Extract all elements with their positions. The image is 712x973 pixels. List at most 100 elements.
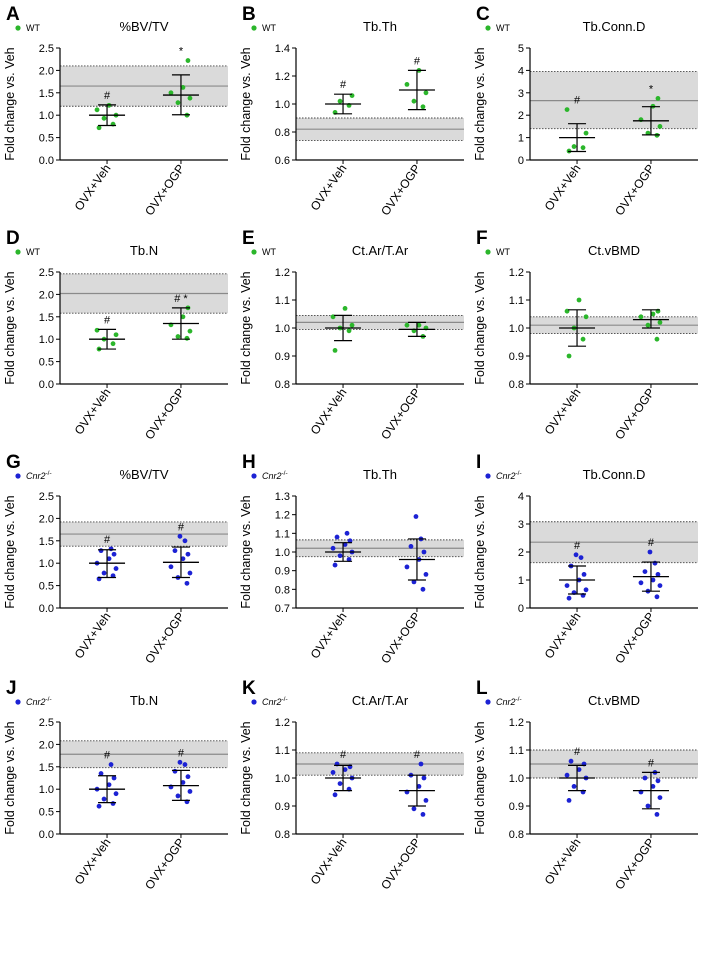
y-tick-label: 0.9 [275, 351, 290, 363]
data-point [573, 552, 579, 558]
data-point [411, 806, 417, 812]
data-point [566, 798, 572, 803]
x-tick-label: OVX+OGP [378, 836, 423, 892]
legend-label-sup: -/- [46, 696, 52, 703]
x-tick-label: OVX+OGP [142, 610, 187, 666]
data-point [330, 770, 336, 775]
data-point [576, 297, 582, 303]
legend-label-text: Cnr2 [262, 471, 282, 481]
data-point [564, 583, 570, 588]
y-tick-label: 2.0 [39, 739, 54, 751]
data-point [581, 572, 587, 577]
data-point [654, 594, 660, 600]
data-point [349, 322, 355, 328]
legend-label-text: WT [262, 23, 276, 33]
legend-marker [251, 473, 257, 479]
data-point [647, 549, 653, 555]
legend-label-text: WT [496, 247, 510, 257]
data-point [423, 572, 429, 577]
panel-k: K Cnr2-/- Ct.Ar/T.Ar 0.8 0.9 1.0 1.1 1.2 Fold ch… [239, 678, 464, 892]
y-tick-label: 1.0 [275, 547, 290, 559]
panel-title: Tb.Th [363, 19, 397, 34]
y-tick-label: 2.5 [39, 43, 54, 55]
data-point [332, 348, 338, 353]
data-point [418, 761, 424, 767]
y-tick-label: 1.0 [275, 323, 290, 335]
legend-label-text: Cnr2 [262, 697, 282, 707]
significance-mark: # [340, 79, 347, 91]
data-point [408, 544, 414, 549]
legend-marker [15, 699, 21, 705]
data-point [655, 572, 661, 577]
y-tick-label: 0.8 [275, 829, 290, 841]
legend-label-text: Cnr2 [496, 697, 516, 707]
data-point [642, 569, 648, 574]
y-tick-label: 0.5 [39, 581, 54, 593]
y-tick-label: 0.5 [39, 807, 54, 819]
y-tick-label: 1.5 [39, 88, 54, 100]
x-tick-label: OVX+OGP [378, 610, 423, 666]
data-point [423, 798, 429, 803]
panel-l: L Cnr2-/- Ct.vBMD 0.8 0.9 1.0 1.1 1.2 Fold chang… [473, 678, 698, 892]
legend-label: WT [26, 23, 40, 33]
data-point [101, 796, 107, 802]
y-tick-label: 0.8 [275, 379, 290, 391]
y-tick-label: 0 [518, 155, 524, 167]
y-tick-label: 1.0 [39, 784, 54, 796]
y-tick-label: 1.1 [509, 295, 524, 307]
y-axis-label: Fold change vs. Veh [239, 721, 253, 834]
data-point [180, 556, 186, 562]
data-point [411, 579, 417, 585]
y-tick-label: 1.0 [509, 323, 524, 335]
x-tick-label: OVX+Veh [308, 162, 350, 213]
panel-letter: C [476, 4, 490, 25]
x-tick-label: OVX+OGP [612, 386, 657, 442]
y-tick-label: 1.2 [509, 717, 524, 729]
y-tick-label: 1.2 [275, 71, 290, 83]
legend-label-sup: -/- [516, 470, 522, 477]
significance-mark: # [340, 749, 347, 761]
data-point [101, 115, 107, 121]
y-tick-label: 1.1 [275, 295, 290, 307]
legend-label: Cnr2-/- [26, 470, 52, 481]
panel-title: Ct.Ar/T.Ar [352, 693, 409, 708]
panel-letter: D [6, 228, 20, 249]
data-point [420, 586, 426, 592]
legend-label: WT [262, 23, 276, 33]
data-point [337, 553, 343, 559]
y-axis-label: Fold change vs. Veh [3, 495, 17, 608]
legend-label: WT [26, 247, 40, 257]
legend-label-text: Cnr2 [26, 471, 46, 481]
x-tick-label: OVX+OGP [378, 162, 423, 218]
panel-j: J Cnr2-/- Tb.N 0.0 0.5 1.0 1.5 2.0 2.5 Fold chang… [3, 678, 228, 892]
data-point [657, 124, 663, 129]
x-tick-label: OVX+Veh [308, 836, 350, 887]
data-point [342, 306, 348, 311]
significance-mark: # [648, 537, 655, 549]
legend-marker [15, 473, 21, 479]
y-tick-label: 1.0 [39, 110, 54, 122]
panel-title: Ct.Ar/T.Ar [352, 243, 409, 258]
x-tick-label: OVX+Veh [72, 162, 114, 213]
panel-title: %BV/TV [119, 467, 168, 482]
panel-b: B WT Tb.Th 0.6 0.8 1.0 1.2 1.4 Fold change vs. V… [239, 4, 464, 218]
significance-mark: # [414, 55, 421, 67]
data-point [404, 564, 410, 570]
data-point [583, 587, 589, 593]
data-point [580, 145, 586, 151]
y-tick-label: 0.0 [39, 603, 54, 615]
data-point [175, 334, 181, 339]
legend-label-text: WT [496, 23, 510, 33]
data-point [180, 314, 186, 320]
x-tick-label: OVX+Veh [308, 610, 350, 661]
significance-mark: # [648, 757, 655, 769]
data-point [337, 98, 343, 104]
data-point [108, 546, 114, 552]
y-tick-label: 1.2 [275, 267, 290, 279]
significance-mark: # [104, 314, 111, 326]
data-point [571, 784, 577, 789]
legend-marker [15, 25, 21, 31]
data-point [177, 533, 183, 539]
panel-title: Tb.N [130, 243, 158, 258]
data-point [638, 314, 644, 320]
